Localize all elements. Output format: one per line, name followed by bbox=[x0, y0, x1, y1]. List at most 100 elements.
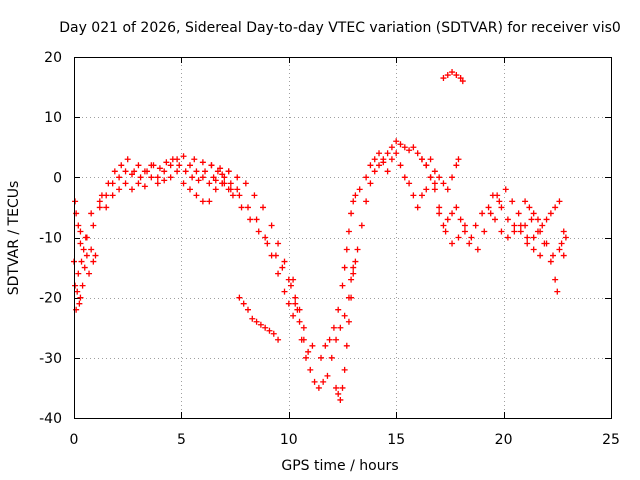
data-point bbox=[255, 228, 262, 235]
data-point bbox=[161, 177, 168, 184]
data-point bbox=[376, 150, 383, 157]
data-point bbox=[290, 276, 297, 283]
data-point bbox=[534, 216, 541, 223]
data-point bbox=[154, 180, 161, 187]
data-point bbox=[406, 180, 413, 187]
data-point bbox=[81, 264, 88, 271]
x-tick-label: 20 bbox=[495, 432, 513, 448]
data-point bbox=[530, 246, 537, 253]
data-point bbox=[461, 222, 468, 229]
series-arc-recovery-2 bbox=[333, 138, 400, 403]
data-point bbox=[524, 240, 531, 247]
series-arc-midday-2 bbox=[210, 174, 297, 319]
data-point bbox=[511, 222, 518, 229]
data-point bbox=[141, 183, 148, 190]
data-point bbox=[219, 171, 226, 178]
data-point bbox=[449, 210, 456, 217]
data-point bbox=[440, 75, 447, 82]
data-point bbox=[401, 174, 408, 181]
series-arc-recovery-1 bbox=[318, 186, 363, 361]
data-point bbox=[384, 150, 391, 157]
data-point bbox=[528, 216, 535, 223]
data-point bbox=[217, 165, 224, 172]
data-point bbox=[74, 288, 81, 295]
data-point bbox=[492, 216, 499, 223]
data-point bbox=[418, 192, 425, 199]
data-point bbox=[489, 192, 496, 199]
series-arc-early-spikes bbox=[71, 198, 99, 313]
data-point bbox=[502, 186, 509, 193]
data-point bbox=[128, 186, 135, 193]
data-point bbox=[242, 180, 249, 187]
data-point bbox=[388, 156, 395, 163]
data-point bbox=[341, 264, 348, 271]
data-point bbox=[354, 246, 361, 253]
data-point bbox=[371, 168, 378, 175]
data-point bbox=[122, 168, 129, 175]
grid-lines bbox=[74, 57, 611, 418]
data-point bbox=[479, 210, 486, 217]
data-point bbox=[431, 186, 438, 193]
data-point bbox=[309, 342, 316, 349]
x-tick-label: 0 bbox=[70, 432, 79, 448]
data-point bbox=[199, 198, 206, 205]
data-point bbox=[345, 318, 352, 325]
data-point bbox=[214, 168, 221, 175]
y-tick-label: 20 bbox=[44, 50, 62, 66]
data-point bbox=[298, 336, 305, 343]
data-point bbox=[343, 342, 350, 349]
data-point bbox=[350, 198, 357, 205]
data-point bbox=[186, 162, 193, 169]
data-point bbox=[174, 168, 181, 175]
data-point bbox=[79, 282, 86, 289]
data-point bbox=[294, 306, 301, 313]
data-point bbox=[333, 384, 340, 391]
data-point bbox=[72, 198, 79, 205]
data-point bbox=[427, 174, 434, 181]
data-point bbox=[453, 72, 460, 79]
data-point bbox=[423, 162, 430, 169]
data-point bbox=[393, 150, 400, 157]
data-point bbox=[182, 168, 189, 175]
x-tick-label: 15 bbox=[387, 432, 405, 448]
data-point bbox=[509, 198, 516, 205]
data-point bbox=[311, 378, 318, 385]
data-point bbox=[550, 252, 557, 259]
data-point bbox=[560, 228, 567, 235]
data-point bbox=[251, 192, 258, 199]
data-point bbox=[266, 327, 273, 334]
data-point bbox=[227, 180, 234, 187]
data-point bbox=[444, 186, 451, 193]
series-arc-afternoon-1 bbox=[363, 150, 438, 211]
data-point bbox=[320, 378, 327, 385]
data-point bbox=[393, 138, 400, 145]
data-point bbox=[449, 69, 456, 76]
data-point bbox=[436, 204, 443, 211]
data-point bbox=[236, 294, 243, 301]
data-point bbox=[253, 318, 260, 325]
x-tick-label: 10 bbox=[280, 432, 298, 448]
data-point bbox=[487, 210, 494, 217]
data-point bbox=[444, 72, 451, 79]
x-tick-label: 25 bbox=[602, 432, 620, 448]
data-point bbox=[161, 168, 168, 175]
series-arc-evening-4 bbox=[522, 198, 563, 229]
data-point bbox=[154, 174, 161, 181]
data-point bbox=[449, 174, 456, 181]
y-tick-label: 10 bbox=[44, 110, 62, 126]
data-point bbox=[199, 159, 206, 166]
data-point bbox=[436, 210, 443, 217]
data-point bbox=[556, 198, 563, 205]
data-point bbox=[249, 315, 256, 322]
data-point bbox=[234, 174, 241, 181]
data-point bbox=[253, 216, 260, 223]
data-point bbox=[128, 171, 135, 178]
data-point bbox=[515, 210, 522, 217]
data-point bbox=[348, 294, 355, 301]
data-point bbox=[457, 216, 464, 223]
x-tick-label: 5 bbox=[177, 432, 186, 448]
data-point bbox=[468, 234, 475, 241]
data-point bbox=[453, 204, 460, 211]
data-point bbox=[343, 246, 350, 253]
